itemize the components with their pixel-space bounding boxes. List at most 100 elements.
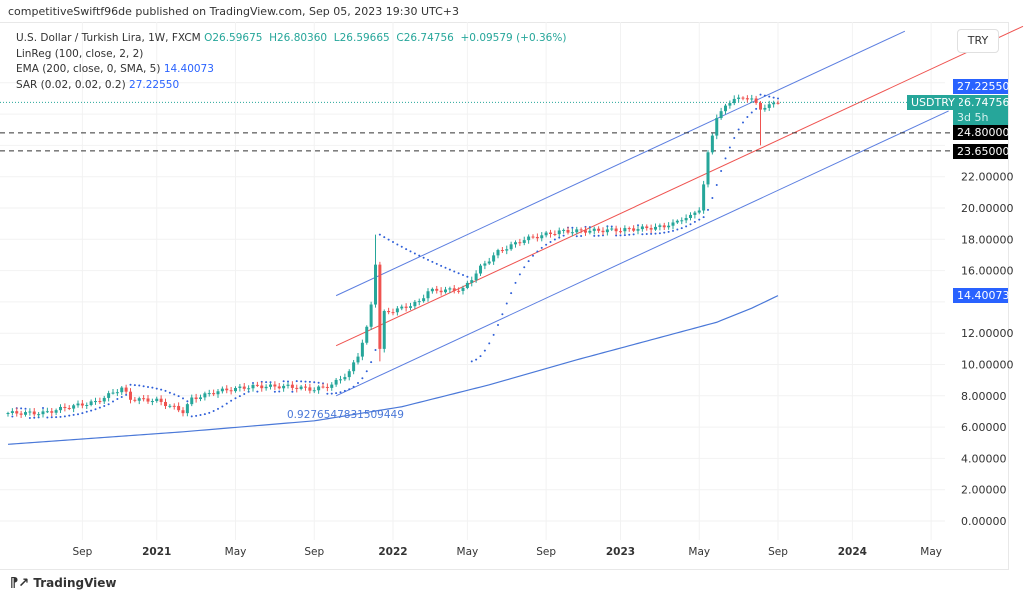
sar-dot: [571, 226, 574, 229]
candle-body: [264, 386, 268, 389]
candle-body: [724, 105, 727, 112]
candle-body: [465, 282, 469, 288]
sar-dot: [190, 415, 193, 418]
ema-value: 14.40073: [163, 63, 214, 76]
sar-dot: [536, 250, 539, 253]
candle-body: [137, 398, 141, 401]
candle-body: [15, 411, 19, 414]
y-tick-label: 4.00000: [961, 452, 1007, 465]
sar-dot: [147, 385, 149, 388]
sar-dot: [702, 216, 705, 219]
sar-dot: [282, 380, 285, 383]
ema-legend[interactable]: EMA (200, close, 0, SMA, 5): [16, 63, 161, 76]
candle-body: [623, 228, 627, 232]
candle-body: [413, 301, 417, 307]
candle-body: [282, 385, 286, 389]
sar-dot: [295, 380, 298, 383]
x-tick-label: Sep: [72, 546, 92, 558]
sar-dot: [759, 93, 762, 96]
candle-body: [684, 218, 688, 221]
candle-body: [387, 310, 391, 313]
candle-body: [588, 230, 592, 233]
sar-dot: [580, 235, 583, 238]
ema-price-tag: 14.40073: [953, 288, 1010, 303]
x-tick-label: 2021: [142, 546, 171, 558]
candle-body: [483, 263, 487, 266]
candle-body: [164, 401, 167, 407]
sar-dot: [72, 413, 75, 416]
tradingview-logo[interactable]: ⁋↗ TradingView: [10, 576, 117, 591]
candle-body: [98, 401, 102, 403]
candle-body: [404, 306, 408, 308]
sar-dot: [195, 414, 198, 417]
sar-price-tag: 27.22550: [953, 79, 1010, 94]
candle-body: [203, 393, 207, 398]
sar-dot: [335, 392, 338, 395]
last-price: 26.74756: [957, 96, 1010, 109]
sar-dot: [81, 412, 84, 415]
x-tick-label: May: [920, 546, 942, 558]
sar-dot: [317, 381, 320, 384]
y-tick-label: 6.00000: [961, 421, 1007, 434]
candle-body: [610, 228, 614, 230]
sar-dot: [628, 233, 631, 236]
sar-dot: [357, 382, 359, 385]
sar-dot: [728, 146, 731, 149]
candle-body: [290, 384, 294, 388]
sar-dot: [120, 396, 123, 399]
candle-body: [492, 255, 496, 262]
sar-dot: [330, 392, 333, 395]
sar-dot: [208, 411, 211, 414]
sar-dot: [112, 400, 114, 403]
sar-dot: [514, 281, 517, 284]
sar-dot: [715, 184, 718, 187]
sar-dot: [457, 272, 460, 275]
candle-body: [430, 288, 434, 292]
candle-body: [680, 220, 684, 222]
candle-body: [570, 232, 574, 234]
candle-body: [172, 405, 176, 407]
candle-body: [304, 386, 307, 388]
currency-button[interactable]: TRY: [957, 29, 999, 53]
sar-dot: [90, 409, 93, 412]
candle-body: [45, 411, 49, 413]
candle-body: [50, 411, 54, 413]
sar-dot: [418, 254, 421, 257]
candle-body: [24, 412, 27, 415]
candle-body: [63, 406, 67, 409]
symbol-tag: USDTRY: [907, 95, 959, 110]
linreg-band-line: [335, 110, 949, 397]
candle-body: [614, 228, 618, 232]
candle-body: [107, 393, 111, 398]
candle-body: [531, 236, 535, 238]
candle-body: [85, 404, 89, 406]
sar-dot: [750, 111, 753, 114]
sar-dot: [300, 380, 303, 383]
linreg-legend[interactable]: LinReg (100, close, 2, 2): [16, 47, 144, 60]
sar-legend[interactable]: SAR (0.02, 0.02, 0.2): [16, 78, 126, 91]
sar-dot: [42, 407, 44, 410]
sar-value: 27.22550: [129, 78, 180, 91]
sar-dot: [234, 397, 237, 400]
y-tick-label: 16.00000: [961, 265, 1014, 278]
candle-body: [640, 226, 644, 230]
candle-body: [636, 229, 640, 231]
sar-dot: [763, 94, 766, 97]
sar-dot: [698, 218, 701, 221]
candle-body: [649, 228, 653, 230]
sar-dot: [488, 342, 491, 345]
candle-body: [317, 386, 321, 391]
candle-body: [207, 393, 211, 395]
candle-body: [772, 102, 776, 105]
x-tick-label: 2023: [606, 546, 635, 558]
sar-dot: [212, 409, 215, 412]
candle-body: [422, 298, 426, 302]
candle-body: [566, 229, 570, 233]
candle-body: [535, 236, 539, 239]
sar-dot: [409, 250, 412, 253]
candle-body: [229, 390, 233, 392]
sar-dot: [133, 384, 136, 387]
sar-dot: [689, 223, 692, 226]
y-tick-label: 0.00000: [961, 515, 1007, 528]
